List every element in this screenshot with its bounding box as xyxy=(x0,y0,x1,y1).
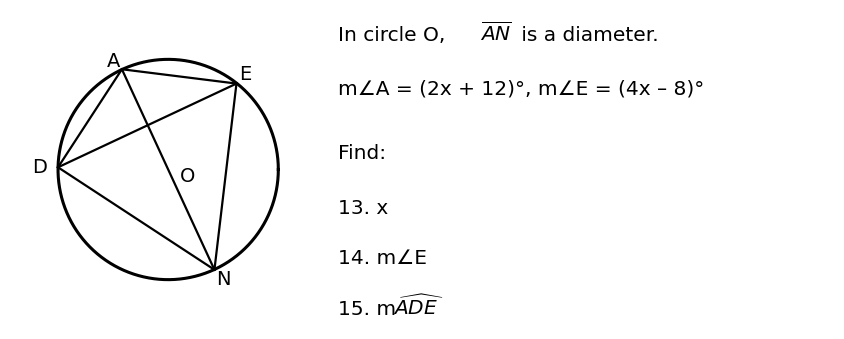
Text: D: D xyxy=(32,158,46,177)
Text: Find:: Find: xyxy=(338,144,386,163)
Text: In circle O,: In circle O, xyxy=(338,26,452,45)
Text: 14. m∠E: 14. m∠E xyxy=(338,250,426,268)
Text: m∠A = (2x + 12)°, m∠E = (4x – 8)°: m∠A = (2x + 12)°, m∠E = (4x – 8)° xyxy=(338,80,704,99)
Text: $\widehat{ADE}$: $\widehat{ADE}$ xyxy=(392,294,442,319)
Text: 15. m: 15. m xyxy=(338,300,396,319)
Text: 13. x: 13. x xyxy=(338,199,388,218)
Text: E: E xyxy=(239,65,252,84)
Text: N: N xyxy=(216,270,230,289)
Text: is a diameter.: is a diameter. xyxy=(514,26,657,45)
Text: A: A xyxy=(106,52,120,71)
Text: $\overline{AN}$: $\overline{AN}$ xyxy=(479,21,511,45)
Text: O: O xyxy=(180,166,196,186)
